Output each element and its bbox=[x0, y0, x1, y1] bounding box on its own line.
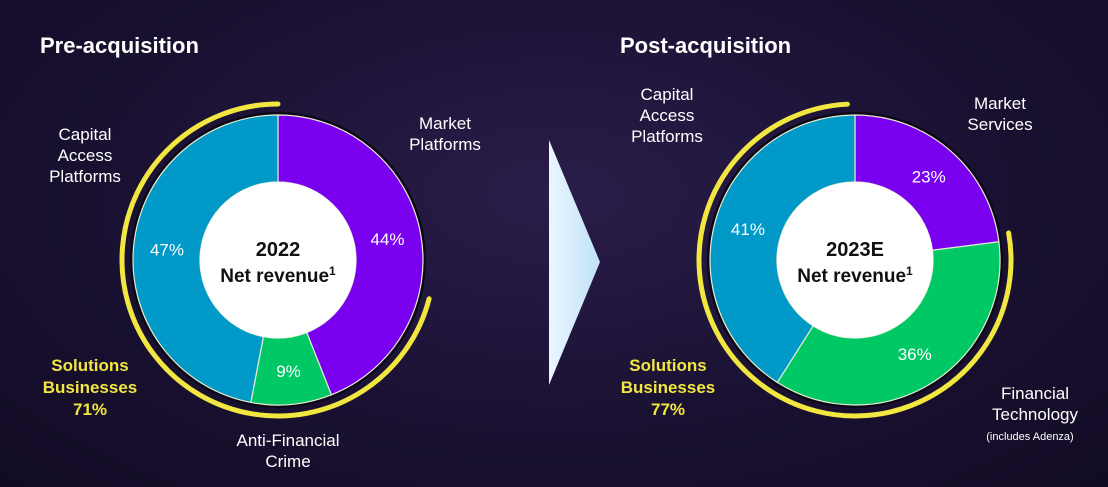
chart-title: Post-acquisition bbox=[620, 33, 792, 58]
donut: 23% 36% 41% 2023E Net revenue1 bbox=[707, 112, 1003, 408]
value-label: 47% bbox=[150, 241, 184, 260]
footnote-marker: 1 bbox=[906, 264, 913, 278]
category-label: Market Platforms bbox=[409, 114, 481, 154]
highlight-arc bbox=[696, 101, 1014, 419]
category-note: (includes Adenza) bbox=[986, 431, 1074, 443]
highlight-arc bbox=[119, 101, 432, 419]
chart-title: Pre-acquisition bbox=[40, 33, 199, 58]
category-label: Capital Access Platforms bbox=[631, 85, 703, 146]
category-label: Capital Access Platforms bbox=[49, 125, 121, 186]
donut: 44% 9% 47% 2022 Net revenue1 bbox=[130, 112, 426, 408]
footnote-marker: 1 bbox=[329, 264, 336, 278]
donut-hole bbox=[200, 182, 356, 338]
donut-segment bbox=[709, 114, 856, 384]
highlight-label: Solutions Businesses bbox=[42, 356, 138, 397]
center-subtitle: Net revenue1 bbox=[797, 264, 913, 287]
value-label: 9% bbox=[276, 362, 301, 381]
value-label: 23% bbox=[912, 167, 946, 186]
center-subtitle-text: Net revenue bbox=[797, 266, 906, 287]
center-subtitle: Net revenue1 bbox=[220, 264, 336, 287]
category-label: Anti-Financial Crime bbox=[236, 431, 340, 471]
donut-hole bbox=[777, 182, 933, 338]
highlight-value: 71% bbox=[72, 400, 108, 419]
category-label: Market Services bbox=[967, 94, 1033, 134]
category-label: Financial Technology bbox=[991, 384, 1078, 424]
highlight-label: Solutions Businesses bbox=[620, 356, 716, 397]
value-label: 41% bbox=[731, 220, 765, 239]
center-title: 2023E bbox=[826, 239, 884, 261]
center-subtitle-text: Net revenue bbox=[220, 266, 329, 287]
value-label: 44% bbox=[371, 230, 405, 249]
value-label: 36% bbox=[898, 345, 932, 364]
center-title: 2022 bbox=[256, 239, 301, 261]
transition-arrow bbox=[549, 140, 600, 385]
highlight-value: 77% bbox=[650, 400, 686, 419]
